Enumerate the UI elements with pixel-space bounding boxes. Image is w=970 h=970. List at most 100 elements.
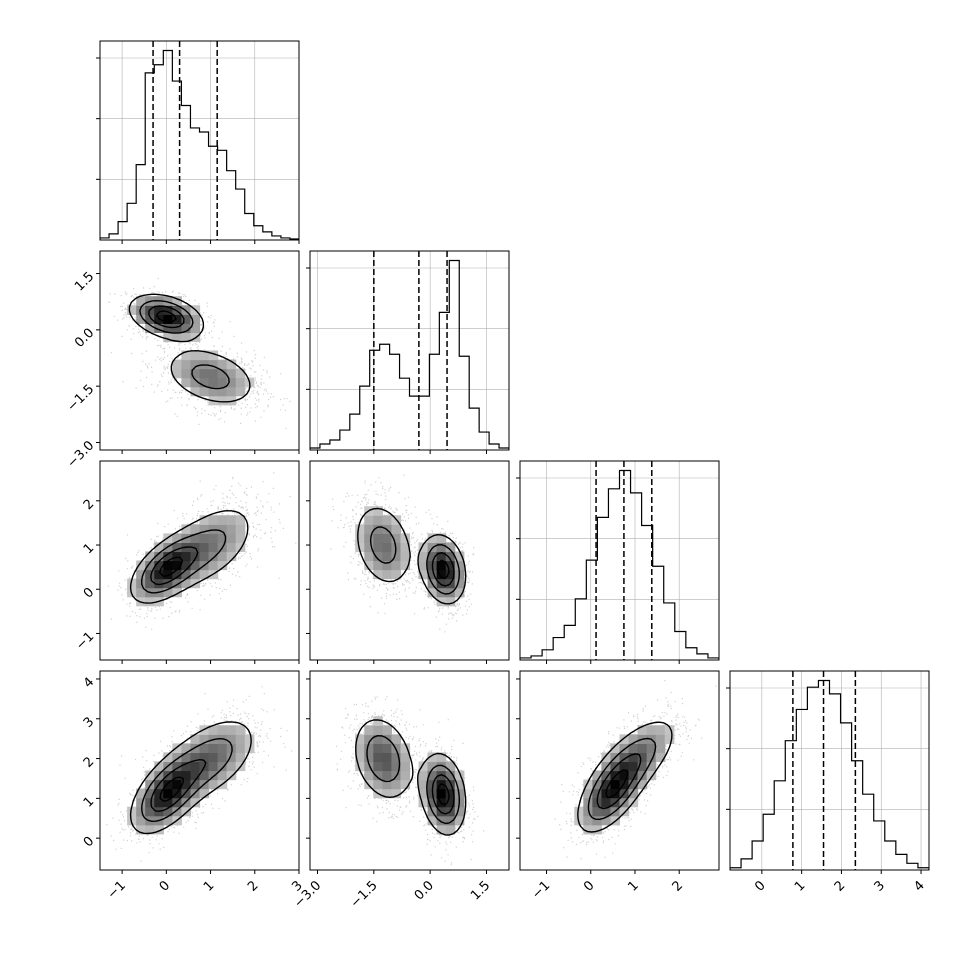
heat-cell [190, 368, 201, 379]
heat-cell [127, 806, 137, 817]
heat-cell [637, 779, 648, 790]
heat-cell [664, 734, 675, 744]
heat-cell [145, 779, 155, 790]
heat-cell [655, 734, 666, 744]
heat-cell [217, 515, 228, 525]
contour-level-3 [605, 769, 629, 799]
contour-level-1 [141, 738, 233, 822]
heat-cell [217, 368, 228, 379]
contours-1-0 [128, 293, 251, 403]
heat-cell [373, 779, 383, 790]
heat-cell [454, 779, 465, 790]
heat-cell [136, 815, 146, 826]
heat-cell [373, 542, 383, 553]
heat-cell [181, 359, 192, 370]
contour-level-2 [431, 774, 455, 815]
heat-cell [373, 560, 383, 571]
heat-cell [145, 797, 155, 808]
heat-cell [355, 761, 365, 772]
heat-cell [190, 797, 201, 808]
xtick-label-1-3: 1.5 [468, 878, 493, 903]
heat-cell [400, 542, 411, 553]
heat-cell [217, 524, 228, 534]
heat-cell [190, 560, 201, 571]
heat-cell [181, 314, 192, 324]
heat-cell [190, 323, 201, 334]
heat-cell [436, 533, 447, 544]
heat-cell [154, 824, 164, 835]
panel-frame-3-3 [729, 670, 930, 871]
heat-cell [400, 752, 411, 763]
heat-cell [454, 815, 465, 826]
heat-cell [199, 350, 210, 361]
contours-2-1 [357, 507, 467, 605]
heat-cell [619, 806, 630, 817]
xtick-label-1-2: 0.0 [412, 878, 437, 903]
heat-cell [364, 515, 374, 525]
heat-cell [190, 551, 201, 562]
heat-cell [127, 815, 137, 826]
heat-cell [181, 551, 192, 562]
heat-cell [583, 824, 593, 835]
contours-3-1 [355, 719, 467, 836]
heat-cell [628, 788, 639, 799]
heat-cell [217, 386, 228, 397]
heat-cell [418, 761, 429, 772]
ytick-label-2-0: −1 [73, 629, 97, 653]
ytick-label-1-1: −1.5 [64, 382, 97, 415]
heat-cell [199, 515, 210, 525]
heat-cell [181, 569, 192, 580]
heat-cell [445, 824, 456, 835]
heat-cell [208, 377, 219, 388]
heat-cell [172, 551, 183, 562]
heat-cell [619, 779, 630, 790]
heat-cell [181, 332, 192, 343]
heat-cell [217, 770, 228, 781]
heat-cell [391, 779, 402, 790]
contour-level-2 [150, 546, 199, 586]
heat-cell [454, 806, 465, 817]
heat-cell [163, 788, 173, 799]
contour-level-3 [436, 783, 450, 806]
heat-cell [427, 815, 438, 826]
heat-cell [163, 569, 173, 580]
ytick-label-2-3: 2 [81, 497, 97, 513]
density-panel-3-1: −3.0 −1.5 0.0 1.5 [291, 670, 510, 911]
ytick-label-2-1: 0 [81, 585, 97, 601]
heat-cell [400, 770, 411, 781]
panel-frame-3-1 [309, 670, 510, 871]
heat-cell [628, 752, 639, 763]
heat-cell [190, 542, 201, 553]
heat-cell [145, 323, 155, 334]
heat-cell [235, 386, 246, 397]
contour-level-3 [156, 310, 177, 324]
ytick-label-1-3: 1.5 [72, 269, 97, 294]
heat-cell [373, 533, 383, 544]
heat-cell [436, 752, 447, 763]
heat-cell [418, 770, 429, 781]
heat-cell [445, 797, 456, 808]
heat-cell [574, 806, 584, 817]
heat-cell [391, 551, 402, 562]
heat-cell [427, 569, 438, 580]
xtick-label-0-2: 1 [201, 878, 217, 894]
heat-cell [190, 533, 201, 544]
heat-cell [136, 314, 146, 324]
heat-cell [355, 734, 365, 744]
heat-cell [208, 743, 219, 754]
heat-cell [583, 806, 593, 817]
panel-frame-2-2 [519, 460, 720, 661]
heat-cell [637, 752, 648, 763]
heat-cell [436, 560, 447, 571]
density-panel-1-0: −3.0 −1.5 0.0 1.5 [64, 250, 300, 471]
heat-cell [226, 542, 237, 553]
heat-cell [655, 743, 666, 754]
heat-cell [445, 596, 456, 607]
heat-cell [418, 542, 429, 553]
heat-cell [427, 533, 438, 544]
heat-cell [382, 515, 393, 525]
heat-cell [190, 377, 201, 388]
xtick-label-2-0: −1 [529, 878, 553, 902]
xtick-label-0-3: 2 [245, 878, 261, 894]
heat-cell [127, 578, 137, 589]
